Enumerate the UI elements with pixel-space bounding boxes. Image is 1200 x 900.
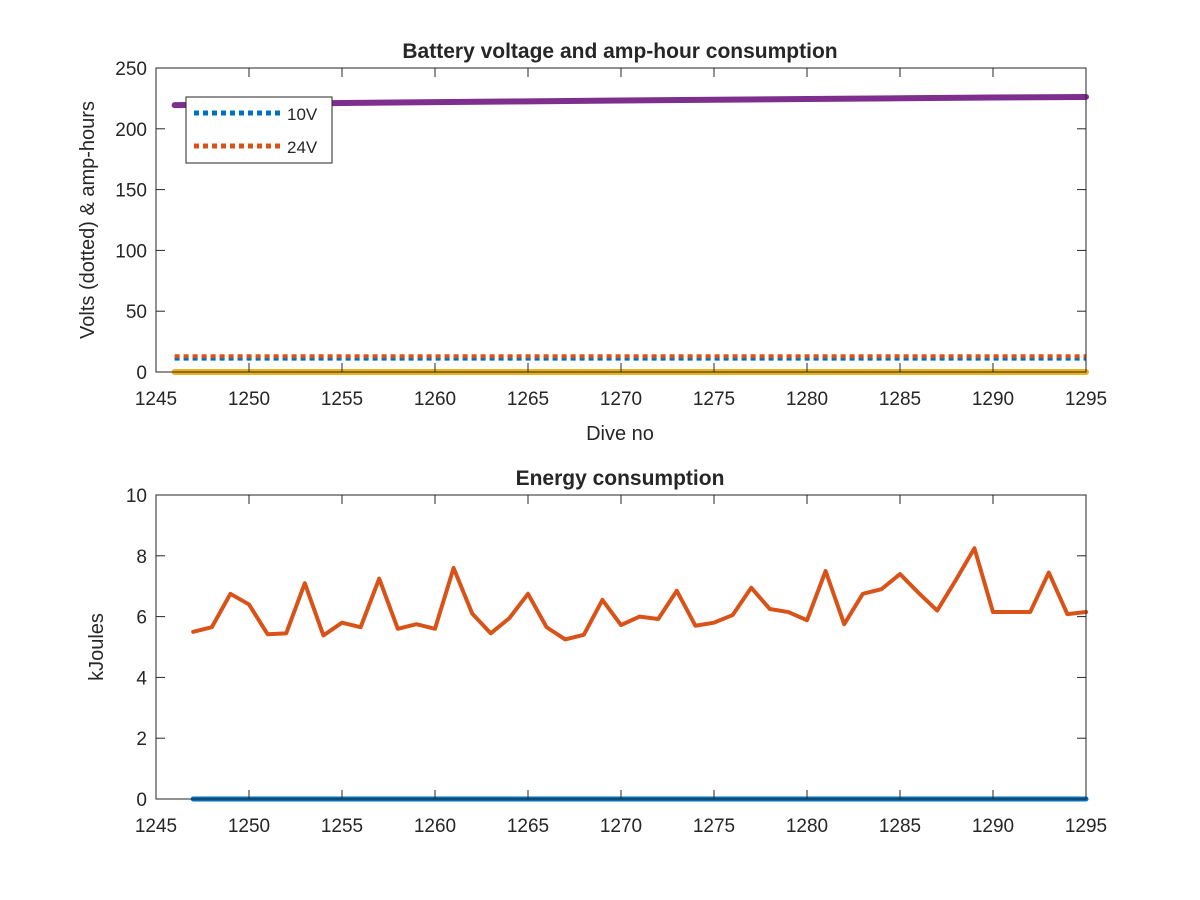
bottom-chart-title: Energy consumption: [516, 467, 725, 490]
top-x-tick-label: 1275: [693, 389, 735, 410]
bottom-y-tick-label: 6: [136, 608, 147, 629]
top-y-tick-label: 250: [115, 59, 147, 80]
top-y-tick-label: 100: [115, 241, 147, 262]
bottom-y-axis-label: kJoules: [86, 613, 108, 681]
top-y-tick-label: 0: [136, 363, 147, 384]
top-x-tick-label: 1295: [1065, 389, 1107, 410]
top-axis-ticks: 1245 1250 1255 1260 1265 1270 1275 1280 1285 1290…: [115, 59, 1107, 410]
bottom-x-tick-label: 1295: [1065, 816, 1107, 837]
bottom-x-tick-label: 1260: [414, 816, 456, 837]
bottom-x-tick-label: 1250: [228, 816, 270, 837]
top-x-axis-label: Dive no: [586, 423, 654, 445]
bottom-y-tick-label: 4: [136, 668, 147, 689]
top-x-tick-label: 1265: [507, 389, 549, 410]
legend-label-24v: 24V: [287, 138, 318, 157]
top-x-tick-label: 1280: [786, 389, 828, 410]
voltage-amphour-plot: Battery voltage and amp-hour consumption…: [77, 40, 1107, 445]
bottom-x-tick-label: 1265: [507, 816, 549, 837]
top-y-tick-label: 200: [115, 120, 147, 141]
bottom-y-tick-label: 2: [136, 729, 147, 750]
top-x-tick-label: 1270: [600, 389, 642, 410]
bottom-x-tick-label: 1280: [786, 816, 828, 837]
bottom-x-tick-label: 1290: [972, 816, 1014, 837]
bottom-y-tick-label: 8: [136, 547, 147, 568]
top-x-tick-label: 1260: [414, 389, 456, 410]
bottom-series-line-2: [191, 546, 1088, 642]
top-x-tick-label: 1250: [228, 389, 270, 410]
top-y-axis-label: Volts (dotted) & amp-hours: [77, 101, 99, 339]
legend-label-10v: 10V: [287, 105, 318, 124]
bottom-x-tick-label: 1245: [135, 816, 177, 837]
top-y-tick-label: 50: [126, 302, 147, 323]
energy-plot: Energy consumption kJoules 1245 1250 1255 1…: [86, 467, 1107, 837]
bottom-axis-ticks: 1245 1250 1255 1260 1265 1270 1275 1280 1285 1290…: [126, 486, 1107, 837]
bottom-x-tick-label: 1270: [600, 816, 642, 837]
top-x-tick-label: 1245: [135, 389, 177, 410]
bottom-x-tick-label: 1255: [321, 816, 363, 837]
bottom-y-tick-label: 10: [126, 486, 147, 507]
bottom-x-tick-label: 1275: [693, 816, 735, 837]
top-x-tick-label: 1290: [972, 389, 1014, 410]
legend-box: [185, 96, 333, 164]
top-x-tick-label: 1255: [321, 389, 363, 410]
top-chart-title: Battery voltage and amp-hour consumption: [402, 40, 837, 63]
top-x-tick-label: 1285: [879, 389, 921, 410]
legend: 10V 24V: [185, 96, 333, 164]
bottom-y-tick-label: 0: [136, 790, 147, 811]
bottom-x-tick-label: 1285: [879, 816, 921, 837]
top-y-tick-label: 150: [115, 181, 147, 202]
